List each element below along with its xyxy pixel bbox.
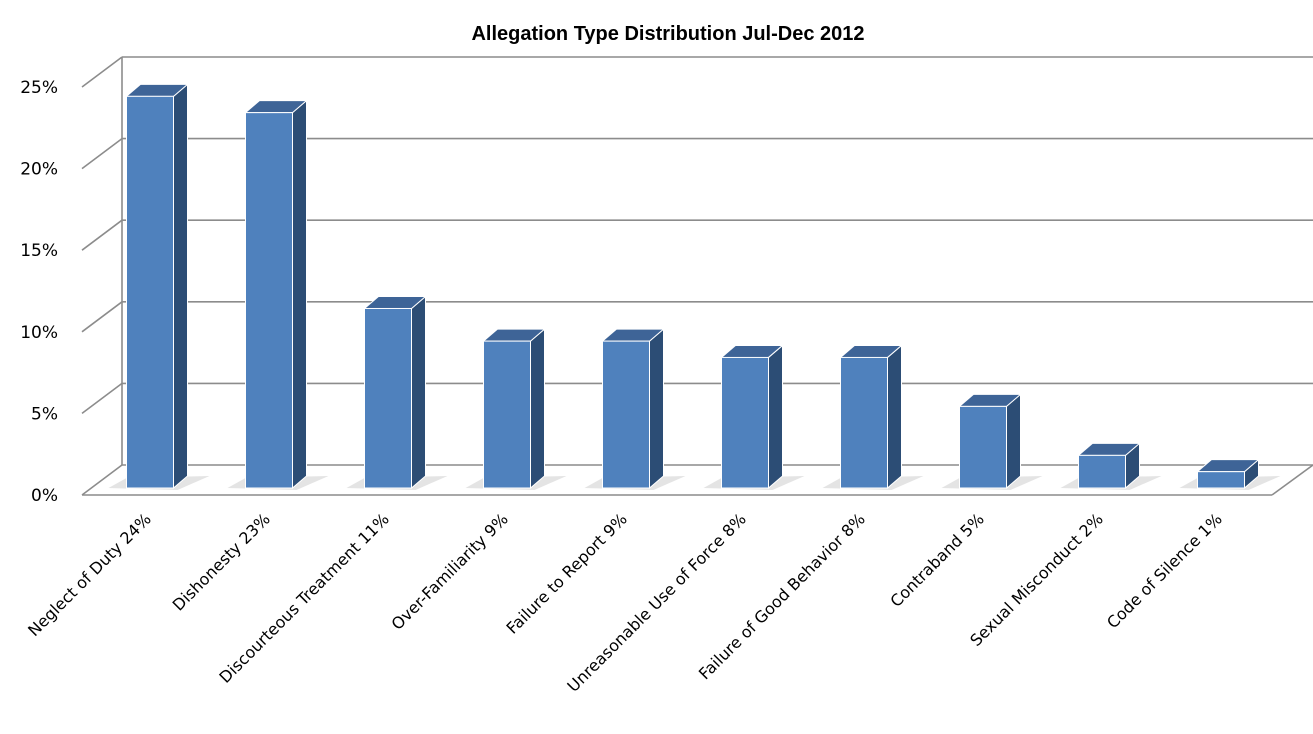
bar-side bbox=[1006, 393, 1021, 490]
bar bbox=[703, 344, 805, 490]
category-label: Dishonesty 23% bbox=[169, 509, 274, 614]
y-tick-label: 20% bbox=[20, 160, 58, 180]
bar-side bbox=[411, 295, 426, 490]
bar-side bbox=[887, 344, 902, 490]
chart-title: Allegation Type Distribution Jul-Dec 201… bbox=[471, 23, 864, 45]
y-tick-label: 15% bbox=[20, 241, 58, 261]
gridline-side bbox=[81, 219, 123, 251]
y-tick-label: 25% bbox=[20, 78, 58, 98]
bars bbox=[108, 83, 1281, 490]
category-label: Failure to Report 9% bbox=[503, 509, 631, 637]
bar-front bbox=[1197, 471, 1245, 489]
bar bbox=[822, 344, 924, 490]
gridline-side bbox=[81, 464, 123, 496]
x-axis-labels: Neglect of Duty 24% Dishonesty 23%Discour… bbox=[24, 509, 1226, 695]
floor-right-edge bbox=[1271, 464, 1313, 496]
y-tick-label: 10% bbox=[20, 323, 58, 343]
bar-side bbox=[530, 328, 545, 490]
bar-front bbox=[959, 405, 1007, 489]
category-label: Over-Familiarity 9% bbox=[388, 509, 512, 633]
category-label: Sexual Misconduct 2% bbox=[966, 509, 1107, 650]
bar-side bbox=[649, 328, 664, 490]
y-tick-label: 5% bbox=[31, 404, 58, 424]
bar-side bbox=[768, 344, 783, 490]
bar bbox=[346, 295, 448, 490]
bar-side bbox=[173, 83, 188, 490]
y-axis: 0% 5% 10% 15% 20% 25% bbox=[20, 78, 58, 506]
bar-front bbox=[483, 340, 531, 489]
bar-front bbox=[602, 340, 650, 489]
y-tick-label: 0% bbox=[31, 486, 58, 506]
bar-front bbox=[245, 112, 293, 489]
gridline-side bbox=[81, 137, 123, 170]
bar-front bbox=[1078, 454, 1126, 489]
category-label: Neglect of Duty 24% bbox=[24, 509, 155, 640]
bar bbox=[1060, 442, 1162, 490]
bar bbox=[1179, 458, 1281, 490]
bar-front bbox=[126, 95, 174, 489]
bar-front bbox=[364, 307, 412, 489]
category-label: Code of Silence 1% bbox=[1103, 509, 1226, 632]
bar bbox=[465, 328, 567, 490]
category-label: Contraband 5% bbox=[886, 509, 987, 610]
bar bbox=[941, 393, 1043, 490]
bar-front bbox=[840, 356, 888, 489]
bar bbox=[108, 83, 210, 490]
bar-side bbox=[292, 99, 307, 490]
bar bbox=[584, 328, 686, 490]
bar bbox=[227, 99, 329, 490]
bar-front bbox=[721, 356, 769, 489]
gridline-side bbox=[81, 301, 123, 333]
gridline-side bbox=[81, 56, 123, 88]
gridline-side bbox=[81, 382, 123, 415]
